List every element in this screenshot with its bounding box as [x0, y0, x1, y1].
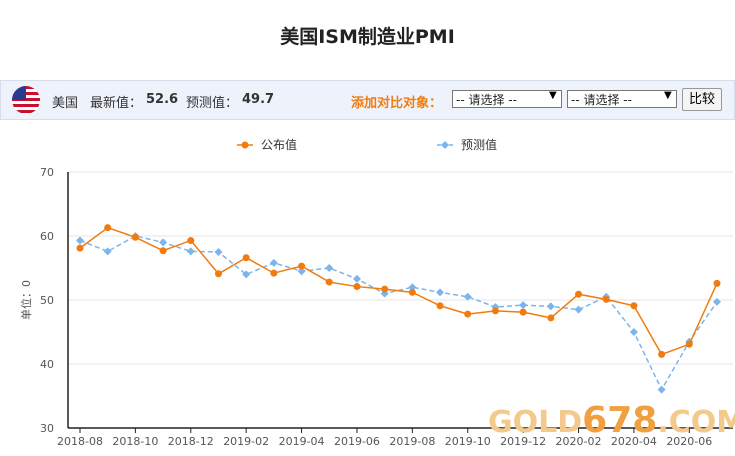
data-point — [353, 283, 361, 291]
data-point — [464, 310, 472, 318]
y-tick-label: 70 — [40, 166, 54, 179]
watermark-part: .COM — [657, 405, 735, 440]
data-point — [187, 236, 195, 244]
select[interactable]: -- 请选择 -- — [452, 90, 562, 108]
data-point — [242, 254, 250, 262]
data-point — [658, 350, 666, 358]
x-tick-label: 2019-10 — [445, 435, 491, 448]
data-point — [242, 270, 251, 279]
data-point — [436, 288, 445, 297]
x-tick-label: 2019-04 — [279, 435, 325, 448]
data-point — [214, 248, 223, 256]
data-point — [159, 238, 168, 247]
data-point — [352, 274, 361, 283]
latest-label: 最新值： — [90, 96, 143, 111]
y-axis-label: 单位：0 — [19, 280, 33, 320]
data-point — [408, 288, 416, 296]
y-tick-label: 30 — [40, 422, 54, 435]
x-tick-label: 2018-12 — [168, 435, 214, 448]
series-line — [79, 226, 718, 356]
y-tick-label: 60 — [40, 230, 54, 243]
data-point — [408, 283, 417, 292]
y-tick-label: 40 — [40, 358, 54, 371]
data-point — [381, 285, 389, 293]
data-point — [547, 314, 555, 322]
data-point — [325, 264, 334, 272]
forecast-value: 49.7 — [242, 92, 275, 107]
data-point — [76, 244, 84, 252]
legend-label: 公布值 — [261, 137, 297, 152]
select[interactable]: -- 请选择 -- — [567, 90, 677, 108]
x-tick-label: 2019-08 — [389, 435, 435, 448]
data-point — [76, 236, 84, 245]
data-point — [269, 258, 278, 267]
data-point — [325, 278, 333, 286]
data-point — [575, 290, 583, 298]
x-tick-label: 2018-08 — [57, 435, 103, 448]
page-title: 美国ISM制造业PMI — [280, 26, 455, 48]
data-point — [103, 247, 112, 256]
watermark-part: 678 — [582, 400, 657, 441]
x-tick-label: 2019-02 — [223, 435, 269, 448]
chart: 单位：0 30 40 50 60 70 2018-08 2018-10 2018-12 2019… — [19, 137, 735, 448]
country: 美国 — [52, 96, 79, 111]
data-point — [131, 233, 139, 241]
select-arrow: ▼ — [664, 90, 672, 101]
y-tick-label: 50 — [40, 294, 54, 307]
data-point — [214, 270, 222, 278]
x-tick-label: 2020-04 — [611, 435, 657, 448]
data-point — [574, 305, 583, 314]
data-point — [463, 292, 472, 301]
data-point — [685, 340, 693, 348]
watermark-part: GOLD — [488, 405, 582, 440]
x-tick-label: 2019-06 — [334, 435, 380, 448]
x-tick-label: 2020-06 — [666, 435, 712, 448]
data-point — [436, 302, 444, 310]
series-line — [79, 235, 718, 392]
data-point — [297, 267, 306, 276]
data-point — [491, 307, 499, 315]
data-point — [713, 297, 721, 306]
data-point — [713, 279, 721, 287]
legend-label: 预测值 — [461, 137, 497, 152]
select-arrow: ▼ — [549, 90, 557, 101]
data-point — [519, 308, 527, 316]
data-point — [657, 385, 666, 394]
data-point — [104, 224, 112, 232]
x-tick-label: 2019-12 — [500, 435, 546, 448]
compare-label: 添加对比对象： — [351, 96, 443, 111]
data-point — [629, 328, 638, 336]
data-point — [546, 302, 555, 311]
data-point — [186, 247, 195, 256]
legend-marker — [441, 141, 449, 149]
data-point — [519, 301, 528, 310]
flag-icon — [12, 86, 40, 114]
x-tick-label: 2018-10 — [112, 435, 158, 448]
watermark: GOLD678.COM — [488, 400, 735, 441]
latest-value: 52.6 — [146, 92, 179, 107]
data-point — [602, 295, 610, 303]
data-point — [270, 269, 278, 277]
toolbar: 美国 最新值： 52.6 预测值： 49.7 添加对比对象： -- 请选择 --… — [0, 80, 735, 120]
data-point — [630, 302, 638, 310]
legend-marker — [241, 141, 249, 149]
compare-button[interactable]: 比较 — [682, 88, 722, 111]
data-point — [159, 247, 167, 255]
data-point — [298, 262, 306, 270]
x-tick-label: 2020-02 — [556, 435, 602, 448]
forecast-label: 预测值： — [186, 96, 239, 111]
